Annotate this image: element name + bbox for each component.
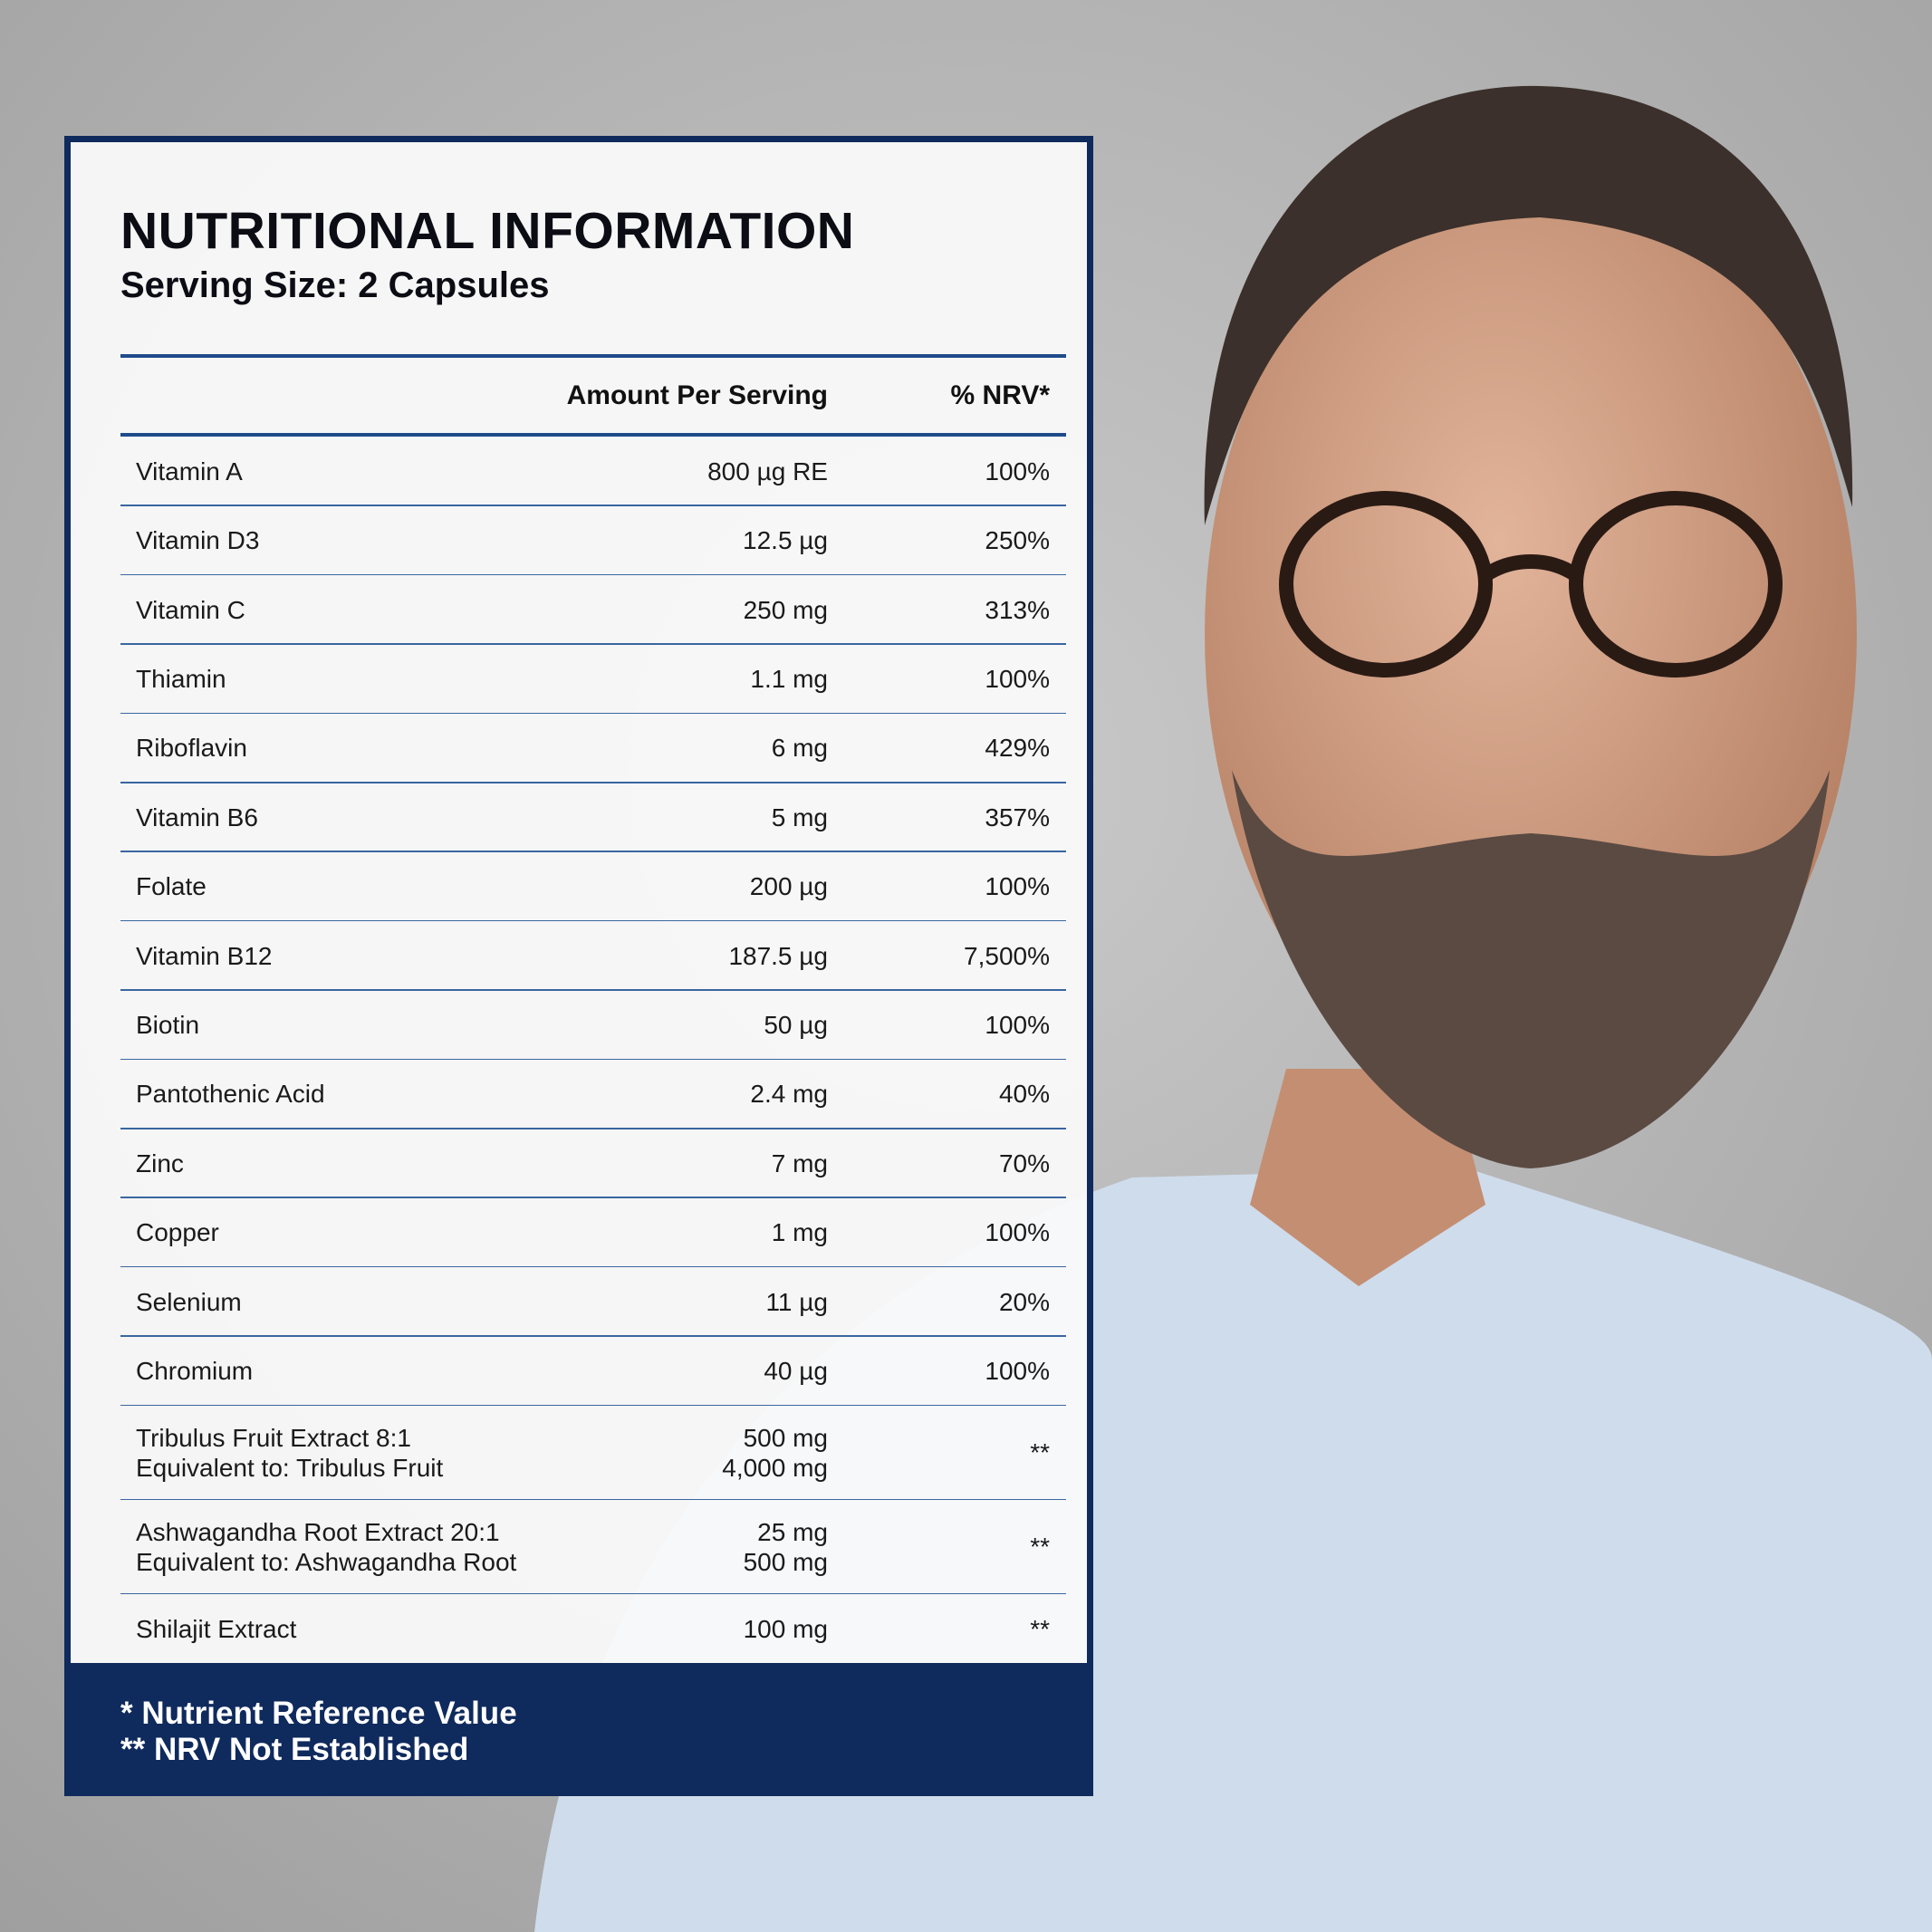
nutrient-name: Vitamin A <box>136 457 243 485</box>
nutrition-panel <box>64 136 1093 1796</box>
nrv: 100% <box>985 1010 1050 1039</box>
nrv: 100% <box>985 664 1050 693</box>
nutrient-name: Vitamin D3 <box>136 526 260 555</box>
row-separator <box>120 851 1066 852</box>
amount: 50 µg <box>764 1010 828 1039</box>
nutrient-name: Equivalent to: Tribulus Fruit <box>136 1453 444 1482</box>
amount: 187.5 µg <box>728 941 828 970</box>
nutrient-name: Folate <box>136 872 207 901</box>
nutrient-name: Shilajit Extract <box>136 1615 297 1644</box>
amount: 200 µg <box>749 872 828 901</box>
nutrient-name: Vitamin B12 <box>136 941 273 970</box>
nrv: ** <box>1030 1533 1050 1562</box>
nrv: 100% <box>985 872 1050 901</box>
amount: 250 mg <box>743 595 828 624</box>
row-separator <box>120 573 1066 576</box>
nutrient-name: Chromium <box>136 1356 254 1385</box>
nrv: 313% <box>985 595 1050 624</box>
footnote: * Nutrient Reference Value <box>120 1696 517 1731</box>
nutrient-name: Selenium <box>136 1287 242 1316</box>
amount: 800 µg RE <box>707 457 828 485</box>
amount: 25 mg <box>757 1517 828 1546</box>
nutrient-name: Copper <box>136 1218 219 1247</box>
row-separator <box>120 1592 1066 1595</box>
footnote: ** NRV Not Established <box>120 1732 469 1767</box>
nrv: 70% <box>998 1149 1050 1177</box>
amount: 1.1 mg <box>750 664 828 693</box>
amount: 12.5 µg <box>743 526 828 555</box>
nutrient-name: Biotin <box>136 1010 200 1039</box>
amount: 7 mg <box>771 1149 828 1177</box>
rule <box>120 354 1066 358</box>
row-separator <box>120 712 1066 715</box>
serving-size: Serving Size: 2 Capsules <box>120 265 550 305</box>
nutrient-name: Zinc <box>136 1149 184 1177</box>
nrv: ** <box>1030 1438 1050 1467</box>
row-separator <box>120 1197 1066 1198</box>
title: NUTRITIONAL INFORMATION <box>120 202 855 260</box>
amount: 5 mg <box>771 803 828 831</box>
row-separator <box>120 782 1066 783</box>
amount: 500 mg <box>743 1423 828 1452</box>
nrv: 100% <box>985 457 1050 485</box>
row-separator <box>120 1058 1066 1061</box>
nutrient-name: Vitamin C <box>136 595 245 624</box>
column-header: Amount Per Serving <box>566 380 828 410</box>
amount: 100 mg <box>743 1615 828 1644</box>
row-separator <box>120 505 1066 506</box>
amount: 11 µg <box>765 1287 828 1316</box>
row-separator <box>120 1498 1066 1501</box>
nutrient-name: Tribulus Fruit Extract 8:1 <box>136 1423 411 1452</box>
nrv: 357% <box>985 803 1050 831</box>
nrv: 20% <box>998 1287 1050 1316</box>
nrv: 429% <box>985 734 1050 763</box>
nutrient-name: Thiamin <box>136 664 226 693</box>
row-separator <box>120 643 1066 645</box>
nrv: 100% <box>985 1356 1050 1385</box>
amount: 500 mg <box>743 1547 828 1576</box>
row-separator <box>120 1335 1066 1337</box>
amount: 2.4 mg <box>750 1080 828 1109</box>
amount: 6 mg <box>771 734 828 763</box>
nrv: ** <box>1030 1615 1050 1644</box>
amount: 1 mg <box>771 1218 828 1247</box>
nutrient-name: Vitamin B6 <box>136 803 258 831</box>
row-separator <box>120 1404 1066 1407</box>
footnote-bar <box>64 1663 1093 1796</box>
nrv: 40% <box>998 1080 1050 1109</box>
nutrient-name: Equivalent to: Ashwagandha Root <box>136 1547 517 1576</box>
nrv: 7,500% <box>964 941 1050 970</box>
row-separator <box>120 1265 1066 1268</box>
nrv: 100% <box>985 1218 1050 1247</box>
row-separator <box>120 989 1066 991</box>
nrv: 250% <box>985 526 1050 555</box>
row-separator <box>120 919 1066 922</box>
nutrient-name: Pantothenic Acid <box>136 1080 325 1109</box>
amount: 4,000 mg <box>722 1453 828 1482</box>
row-separator <box>120 1128 1066 1129</box>
rule <box>120 433 1066 437</box>
column-header: % NRV* <box>950 380 1050 410</box>
nutrient-name: Riboflavin <box>136 734 247 763</box>
amount: 40 µg <box>764 1356 828 1385</box>
nutrient-name: Ashwagandha Root Extract 20:1 <box>136 1517 500 1546</box>
